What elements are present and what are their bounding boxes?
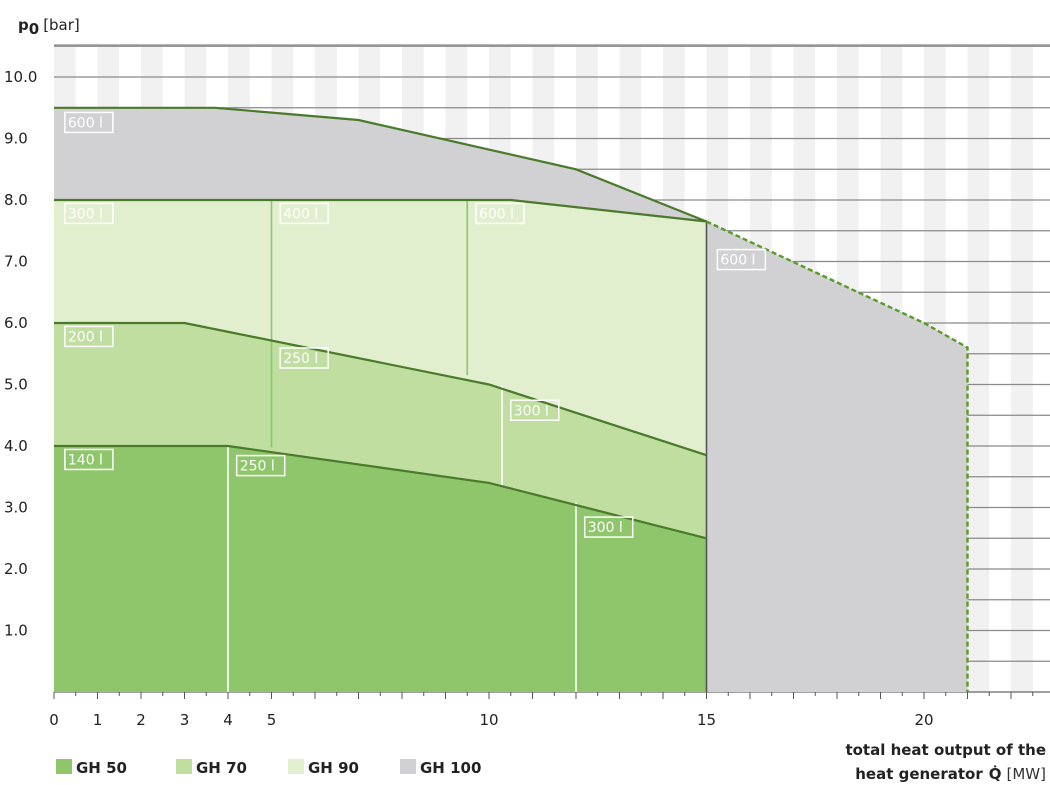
volume-label: 250 l (235, 454, 286, 477)
volume-label-box (64, 325, 114, 348)
volume-label: 300 l (64, 202, 114, 225)
outline-gh-70 (54, 321, 707, 457)
volume-label-text: 400 l (283, 206, 318, 222)
volume-label-box (64, 111, 114, 134)
x-tick-label: 5 (267, 711, 277, 729)
legend-swatch (400, 759, 416, 774)
legend-label: GH 90 (308, 759, 359, 777)
volume-label-text: 600 l (68, 115, 103, 131)
x-axis-ticks: 0 1 2 3 4 5 10 15 20 (49, 692, 1034, 729)
x-tick-label: 3 (180, 711, 190, 729)
volume-label-box (716, 248, 767, 271)
legend-item: GH 90 (288, 759, 359, 777)
volume-label-box (475, 202, 525, 225)
volume-label-box (279, 202, 329, 225)
y-tick-label: 3.0 (4, 499, 28, 517)
legend-label: GH 100 (420, 759, 481, 777)
x-axis-symbol: Q̇ (989, 764, 1002, 783)
volume-label-text: 250 l (283, 351, 318, 367)
x-axis-title-line1: total heat output of the (845, 741, 1046, 759)
volume-label-box (235, 454, 286, 477)
x-axis-title-text: heat generator (855, 765, 983, 783)
y-tick-label: 6.0 (4, 314, 28, 332)
volume-label-text: 200 l (68, 329, 103, 345)
x-tick-label: 10 (479, 711, 498, 729)
volume-label: 600 l (64, 111, 114, 134)
x-tick-label: 1 (93, 711, 103, 729)
y-tick-label: 4.0 (4, 437, 28, 455)
y-tick-label: 5.0 (4, 376, 28, 394)
y-tick-label: 8.0 (4, 191, 28, 209)
volume-label-box (64, 448, 114, 471)
series-areas (54, 107, 968, 693)
volume-label-box (510, 399, 560, 421)
y-axis-label: p0 [bar] (18, 16, 80, 38)
outline-gh-50 (54, 444, 707, 540)
volume-label-text: 140 l (68, 452, 103, 468)
legend-label: GH 70 (196, 759, 247, 777)
y-tick-label: 9.0 (4, 130, 28, 148)
x-axis-title-line2: heat generator Q̇ [MW] (855, 764, 1046, 783)
legend-swatch (288, 759, 304, 774)
y-tick-label: 7.0 (4, 253, 28, 271)
legend-swatch (56, 759, 72, 774)
volume-label-box (279, 347, 329, 369)
y-axis-ticks: 1.0 2.0 3.0 4.0 5.0 6.0 7.0 8.0 9.0 10.0 (4, 68, 37, 640)
outline-gh-90 (54, 198, 707, 223)
volume-label: 300 l (583, 516, 634, 538)
outline-dashed-extension (705, 220, 969, 692)
volume-label: 140 l (64, 448, 114, 471)
volume-label: 600 l (475, 202, 525, 225)
x-tick-label: 4 (223, 711, 233, 729)
volume-label-text: 600 l (479, 206, 514, 222)
volume-label-box (64, 202, 114, 225)
x-tick-label: 0 (49, 711, 59, 729)
volume-label-text: 300 l (514, 403, 549, 419)
volume-label: 200 l (64, 325, 114, 348)
volume-label-text: 300 l (588, 520, 623, 536)
volume-label: 300 l (510, 399, 560, 421)
legend-item: GH 70 (176, 759, 247, 777)
x-axis-unit: [MW] (1007, 765, 1046, 783)
x-tick-label: 15 (697, 711, 716, 729)
legend-label: GH 50 (76, 759, 127, 777)
volume-label-text: 300 l (68, 206, 103, 222)
series-outlines (54, 106, 969, 692)
legend-swatch (176, 759, 192, 774)
volume-label: 250 l (279, 347, 329, 369)
volume-label-text: 600 l (720, 253, 755, 269)
grid-band (967, 45, 990, 692)
grid-band (1011, 45, 1033, 692)
x-tick-label: 20 (914, 711, 933, 729)
legend-item: GH 50 (56, 759, 127, 777)
y-tick-label: 1.0 (4, 622, 28, 640)
legend: GH 50 GH 70 GH 90 GH 100 (56, 759, 481, 777)
y-axis-unit: [bar] (43, 16, 80, 34)
outline-gh-100 (54, 106, 707, 223)
volume-label: 400 l (279, 202, 329, 225)
volume-label: 600 l (716, 248, 767, 271)
y-axis-subscript: 0 (29, 20, 39, 38)
legend-item: GH 100 (400, 759, 481, 777)
x-tick-label: 2 (136, 711, 146, 729)
volume-labels: 600 l 300 l 400 l 600 l 600 l 200 l 250 l 300 l… (64, 111, 767, 538)
volume-label-box (583, 516, 634, 538)
y-tick-label: 2.0 (4, 560, 28, 578)
area-gh-50 (54, 446, 707, 692)
y-axis-symbol: p (18, 16, 29, 34)
y-tick-label: 10.0 (4, 68, 37, 86)
volume-label-text: 250 l (240, 459, 275, 475)
